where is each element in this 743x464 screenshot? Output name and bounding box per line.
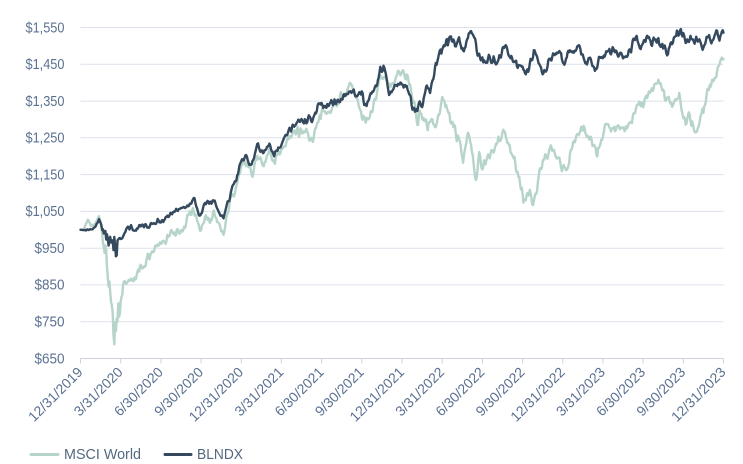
svg-text:$1,250: $1,250 [26, 131, 65, 147]
svg-text:$650: $650 [35, 351, 65, 367]
svg-text:12/31/2019: 12/31/2019 [25, 364, 86, 425]
svg-text:$1,350: $1,350 [26, 94, 65, 110]
svg-text:$1,150: $1,150 [26, 167, 65, 183]
svg-text:$950: $950 [35, 241, 65, 257]
svg-text:BLNDX: BLNDX [197, 446, 243, 463]
svg-text:MSCI World: MSCI World [64, 446, 141, 463]
svg-text:$750: $750 [35, 315, 65, 331]
svg-text:$1,450: $1,450 [26, 57, 65, 73]
svg-text:$1,050: $1,050 [26, 204, 65, 220]
svg-text:$1,550: $1,550 [26, 20, 65, 36]
svg-text:$850: $850 [35, 278, 65, 294]
